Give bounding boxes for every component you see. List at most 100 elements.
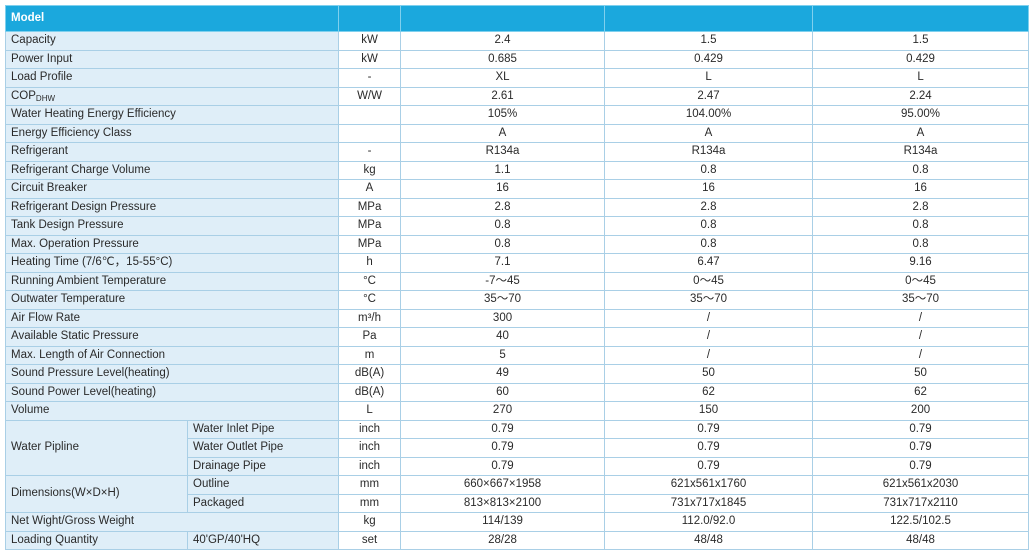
row-label: Capacity <box>4 31 340 51</box>
row-unit <box>338 123 402 143</box>
cell-value: 2.24 <box>812 86 1030 106</box>
cell-value: 200 <box>812 401 1030 421</box>
cell-value: 50 <box>604 364 814 384</box>
cell-value: 2.47 <box>604 86 814 106</box>
row-label: Loading Quantity <box>5 530 188 550</box>
row-label: Load Profile <box>4 68 340 88</box>
cell-value: A <box>400 123 606 143</box>
row-label: Refrigerant Design Pressure <box>4 197 340 217</box>
cell-value: / <box>604 327 814 347</box>
cell-value: 0.79 <box>400 438 606 458</box>
table-row: COPDHW W/W 2.61 2.47 2.24 <box>4 86 1030 106</box>
cell-value: 2.8 <box>812 197 1030 217</box>
cell-value: / <box>812 308 1030 328</box>
row-unit: dB(A) <box>338 364 402 384</box>
table-row: Capacity kW 2.4 1.5 1.5 <box>4 31 1030 51</box>
row-sublabel: Outline <box>186 475 340 495</box>
table-row: Refrigerant Design Pressure MPa 2.8 2.8 … <box>4 197 1030 217</box>
cell-value: 2.8 <box>604 197 814 217</box>
cell-value: 62 <box>604 382 814 402</box>
cell-value: 660×667×1958 <box>400 475 606 495</box>
cell-value: 1.5 <box>812 31 1030 51</box>
cell-value: 0.79 <box>812 438 1030 458</box>
cell-value: L <box>604 68 814 88</box>
cell-value: 150 <box>604 401 814 421</box>
cell-value: 40 <box>400 327 606 347</box>
row-unit: A <box>338 179 402 199</box>
cell-value: 813×813×2100 <box>400 493 606 513</box>
cell-value: 0.8 <box>400 234 606 254</box>
cell-value: 0.429 <box>812 49 1030 69</box>
cell-value: / <box>604 308 814 328</box>
table-row: Dimensions(W×D×H) Outline mm 660×667×195… <box>5 475 1030 513</box>
cell-value: 0.8 <box>604 234 814 254</box>
cell-value: 0.8 <box>604 216 814 236</box>
row-label: Volume <box>4 401 340 421</box>
water-pipline-label: Water Pipline <box>5 419 188 476</box>
cell-value: 7.1 <box>400 253 606 273</box>
row-unit: MPa <box>338 216 402 236</box>
row-label: Heating Time (7/6℃，15-55°C) <box>4 253 340 273</box>
cell-value: 9.16 <box>812 253 1030 273</box>
cell-value: 1.1 <box>400 160 606 180</box>
table-row: Max. Length of Air Connection m 5 / / <box>4 345 1030 365</box>
row-label: Sound Power Level(heating) <box>4 382 340 402</box>
cell-value: 35～70 <box>400 290 606 310</box>
table-row: Outwater Temperature °C 35～70 35～70 35～7… <box>4 290 1030 310</box>
cell-value: 0.8 <box>604 160 814 180</box>
row-label: Water Heating Energy Efficiency <box>4 105 340 125</box>
table-row: Air Flow Rate m³/h 300 / / <box>4 308 1030 328</box>
cell-value: 0.79 <box>604 456 814 476</box>
cell-value: 104.00% <box>604 105 814 125</box>
row-unit: L <box>338 401 402 421</box>
cell-value: A <box>812 123 1030 143</box>
table-row: Energy Efficiency Class A A A <box>4 123 1030 143</box>
cell-value: -7～45 <box>400 271 606 291</box>
row-sublabel: Water Inlet Pipe <box>186 419 340 439</box>
table-row: Loading Quantity 40'GP/40'HQ set 28/28 4… <box>5 530 1030 550</box>
row-sublabel: Packaged <box>186 493 340 513</box>
row-label: Running Ambient Temperature <box>4 271 340 291</box>
cell-value: 35～70 <box>812 290 1030 310</box>
row-unit: °C <box>338 271 402 291</box>
row-unit: kg <box>338 160 402 180</box>
cell-value: 0.79 <box>812 456 1030 476</box>
cell-value: 2.4 <box>400 31 606 51</box>
row-label: Max. Operation Pressure <box>4 234 340 254</box>
table-row: Packaged mm 813×813×2100 731x717x1845 73… <box>6 493 1030 513</box>
row-label: Refrigerant Charge Volume <box>4 160 340 180</box>
cell-value: 16 <box>604 179 814 199</box>
spec-table-container: Model Capacity kW 2.4 1.5 1.5 Power Inpu… <box>4 5 1030 550</box>
cell-value: 2.8 <box>400 197 606 217</box>
cell-value: 50 <box>812 364 1030 384</box>
row-label: Available Static Pressure <box>4 327 340 347</box>
table-row: Refrigerant - R134a R134a R134a <box>4 142 1030 162</box>
row-unit: kW <box>338 49 402 69</box>
spec-table: Model Capacity kW 2.4 1.5 1.5 Power Inpu… <box>4 5 1030 550</box>
row-unit: m³/h <box>338 308 402 328</box>
cell-value: R134a <box>812 142 1030 162</box>
row-unit: h <box>338 253 402 273</box>
row-sublabel: 40'GP/40'HQ <box>186 530 340 550</box>
cell-value: 5 <box>400 345 606 365</box>
cell-value: 60 <box>400 382 606 402</box>
row-label: Tank Design Pressure <box>4 216 340 236</box>
row-unit: set <box>338 530 402 550</box>
row-unit: MPa <box>338 197 402 217</box>
cell-value: 0.8 <box>400 216 606 236</box>
table-row: Refrigerant Charge Volume kg 1.1 0.8 0.8 <box>4 160 1030 180</box>
cell-value: 621x561x1760 <box>604 475 814 495</box>
row-unit <box>338 105 402 125</box>
cell-value: / <box>812 327 1030 347</box>
cell-value: 48/48 <box>604 530 814 550</box>
row-label: Energy Efficiency Class <box>4 123 340 143</box>
table-row: Water Heating Energy Efficiency 105% 104… <box>4 105 1030 125</box>
cell-value: 112.0/92.0 <box>604 512 814 532</box>
cop-label: COP <box>11 89 36 102</box>
row-unit: mm <box>338 493 402 513</box>
dimensions-label: Dimensions(W×D×H) <box>5 475 188 513</box>
row-unit: kW <box>338 31 402 51</box>
model-header-col1 <box>400 5 606 32</box>
row-unit: inch <box>338 419 402 439</box>
cell-value: 731x717x1845 <box>604 493 814 513</box>
